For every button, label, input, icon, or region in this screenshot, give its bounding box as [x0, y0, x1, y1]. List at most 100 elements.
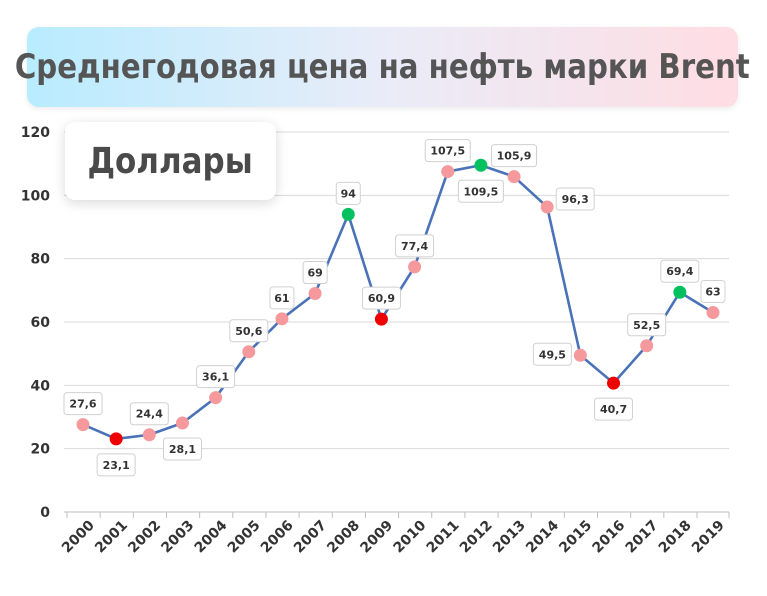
data-label: 52,5 — [627, 313, 667, 337]
data-label-box — [361, 286, 401, 310]
x-tick-label: 2002 — [125, 518, 164, 557]
x-tick-label: 2012 — [457, 518, 496, 557]
data-label-box — [660, 259, 700, 283]
data-label-text: 61 — [274, 292, 289, 305]
x-tick-label: 2004 — [192, 517, 231, 556]
x-tick-label: 2010 — [391, 517, 430, 556]
data-label: 94 — [335, 181, 361, 205]
x-tick-label: 2001 — [92, 518, 131, 557]
x-tick-label: 2011 — [424, 518, 463, 557]
data-label: 63 — [700, 280, 726, 303]
y-tick-label: 40 — [31, 378, 51, 394]
data-label: 105,9 — [491, 144, 538, 168]
data-label-text: 109,5 — [463, 185, 498, 198]
data-label-box — [335, 181, 361, 205]
y-tick-label: 120 — [21, 125, 50, 141]
data-label: 24,4 — [129, 402, 169, 426]
y-tick-label: 60 — [31, 315, 51, 331]
data-label-text: 52,5 — [633, 319, 660, 332]
data-label-text: 77,4 — [401, 240, 428, 253]
data-label: 96,3 — [555, 187, 595, 211]
data-label: 40,7 — [594, 397, 634, 421]
x-tick-label: 2017 — [623, 518, 662, 557]
data-point — [573, 348, 587, 362]
data-label: 49,5 — [532, 342, 572, 366]
data-label-text: 105,9 — [497, 150, 532, 163]
data-point — [706, 306, 720, 319]
data-label-box — [555, 187, 595, 211]
x-tick-label: 2009 — [357, 518, 396, 557]
data-label-text: 28,1 — [169, 443, 196, 456]
data-point — [507, 170, 521, 184]
data-label-box — [700, 280, 726, 303]
x-tick-label: 2005 — [225, 518, 264, 557]
data-label: 27,6 — [63, 392, 103, 416]
data-label-box — [627, 313, 667, 337]
data-point — [408, 260, 422, 274]
x-tick-label: 2018 — [656, 518, 695, 557]
data-label-box — [129, 402, 169, 426]
x-tick-label: 2014 — [523, 517, 562, 556]
data-label: 109,5 — [457, 179, 504, 203]
data-point — [341, 207, 355, 221]
x-tick-label: 2003 — [158, 518, 197, 557]
data-point — [540, 200, 554, 214]
data-point — [374, 312, 388, 326]
x-tick-label: 2019 — [689, 518, 728, 557]
data-point — [640, 339, 654, 353]
data-label-text: 107,5 — [430, 145, 465, 158]
data-label-text: 96,3 — [562, 193, 589, 206]
x-tick-label: 2015 — [556, 518, 595, 557]
data-label-box — [457, 179, 504, 203]
y-tick-label: 80 — [31, 252, 51, 268]
data-label: 69 — [302, 261, 328, 284]
data-label-box — [594, 397, 634, 421]
data-label-box — [269, 286, 295, 310]
x-tick-label: 2006 — [258, 518, 297, 557]
data-label-box — [162, 437, 202, 461]
unit-box: Доллары — [65, 122, 276, 200]
data-point — [673, 285, 687, 299]
data-label-box — [196, 365, 236, 389]
data-point — [474, 158, 488, 172]
data-label: 69,4 — [660, 259, 700, 283]
data-label-text: 69 — [307, 267, 322, 280]
data-label-text: 40,7 — [600, 403, 627, 416]
x-tick-label: 2000 — [59, 517, 98, 556]
data-label: 77,4 — [395, 234, 435, 258]
data-label: 61 — [269, 286, 295, 310]
data-point — [607, 376, 621, 390]
data-label-box — [532, 342, 572, 366]
data-label-box — [491, 144, 538, 168]
data-label: 36,1 — [196, 365, 236, 389]
x-tick-label: 2008 — [324, 518, 363, 557]
y-tick-label: 100 — [21, 188, 50, 204]
data-point — [109, 432, 123, 446]
data-point — [275, 312, 289, 326]
data-label: 50,6 — [229, 319, 269, 343]
x-tick-label: 2007 — [291, 518, 330, 557]
data-label-text: 24,4 — [136, 408, 163, 421]
data-point — [142, 428, 156, 442]
data-label: 107,5 — [424, 139, 471, 163]
data-label-text: 36,1 — [202, 371, 229, 384]
data-label-text: 69,4 — [666, 265, 693, 278]
data-label-text: 49,5 — [539, 348, 566, 361]
data-label-text: 23,1 — [103, 459, 130, 472]
x-tick-label: 2013 — [490, 518, 529, 557]
data-label-box — [424, 139, 471, 163]
unit-label: Доллары — [87, 140, 254, 182]
data-label-text: 94 — [341, 187, 357, 200]
data-label: 23,1 — [96, 453, 136, 477]
data-label-text: 27,6 — [69, 398, 96, 411]
data-label-text: 63 — [705, 286, 720, 299]
data-label-box — [229, 319, 269, 343]
y-tick-label: 0 — [40, 505, 50, 521]
data-point — [242, 345, 256, 359]
data-label-box — [302, 261, 328, 284]
title-banner: Среднегодовая цена на нефть марки Brent — [15, 27, 750, 107]
data-point — [175, 416, 189, 430]
data-label-box — [96, 453, 136, 477]
data-label: 60,9 — [361, 286, 401, 310]
y-tick-label: 20 — [31, 442, 51, 458]
